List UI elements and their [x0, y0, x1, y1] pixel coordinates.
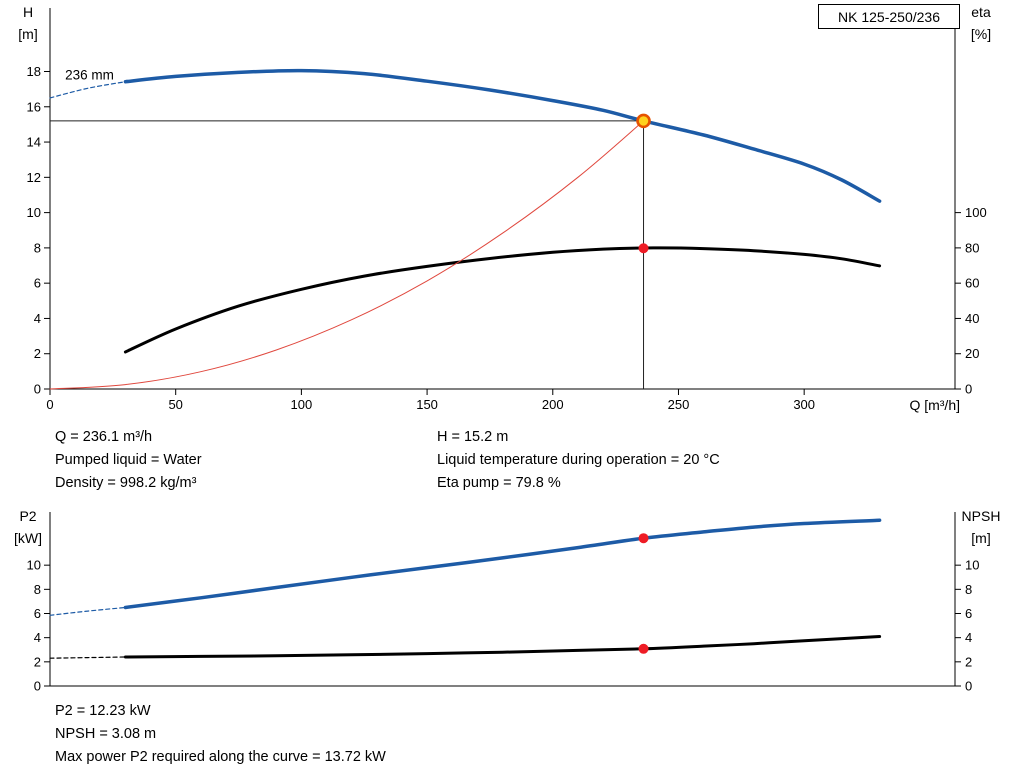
chart-text: [m] [18, 26, 37, 42]
chart-text: 10 [27, 558, 41, 573]
impeller-diameter-label: 236 mm [65, 67, 114, 82]
chart-text: 0 [34, 679, 41, 694]
result-eta-pump: Eta pump = 79.8 % [437, 475, 561, 491]
npsh-point-marker [638, 643, 649, 654]
chart-text: 300 [793, 397, 815, 412]
chart-text: 100 [965, 205, 987, 220]
chart-text: 80 [965, 240, 979, 255]
chart-text: H [23, 4, 33, 20]
chart-text: 150 [416, 397, 438, 412]
chart-text: 8 [34, 240, 41, 255]
chart-text: 2 [34, 654, 41, 669]
p2-npsh-chart: 0 2 4 6 8 10 0 2 4 6 8 10 P2 [kW] NPSH [m] [14, 508, 1000, 694]
power-results: P2 = 12.23 kW NPSH = 3.08 m Max power P2… [55, 700, 386, 769]
chart-text: 16 [27, 99, 41, 114]
chart-text: 0 [965, 382, 972, 397]
chart-text: 60 [965, 276, 979, 291]
duty-results-right: H = 15.2 m Liquid temperature during ope… [437, 426, 720, 495]
chart-text: 0 [965, 679, 972, 694]
chart-text: P2 [19, 508, 36, 524]
chart-text: 8 [965, 582, 972, 597]
pump-type-label: NK 125-250/236 [838, 8, 940, 25]
chart-text: 10 [965, 558, 979, 573]
npsh-curve [123, 635, 882, 659]
chart-text: eta [971, 4, 991, 20]
result-flow: Q = 236.1 m³/h [55, 429, 153, 445]
chart-text: [m] [971, 530, 990, 546]
eta-point-marker [638, 243, 649, 254]
chart-text: 250 [668, 397, 690, 412]
chart-text: 8 [34, 582, 41, 597]
result-pumped-liquid: Pumped liquid = Water [55, 452, 202, 468]
chart-text: 200 [542, 397, 564, 412]
result-npsh: NPSH = 3.08 m [55, 726, 157, 742]
p2-point-marker [638, 533, 649, 544]
chart-text: 18 [27, 64, 41, 79]
chart-text: 20 [965, 346, 979, 361]
chart-text: 2 [34, 346, 41, 361]
p2-curve-dashed [49, 606, 126, 616]
p2-curve [123, 518, 882, 610]
result-p2: P2 = 12.23 kW [55, 703, 151, 719]
chart-text: 4 [34, 311, 41, 326]
result-liquid-temperature: Liquid temperature during operation = 20… [437, 452, 720, 468]
chart-text: 40 [965, 311, 979, 326]
result-head: H = 15.2 m [437, 429, 509, 445]
pump-type-box: NK 125-250/236 [818, 4, 960, 29]
head-curve-dashed [49, 81, 126, 99]
chart-text: 4 [965, 630, 972, 645]
system-curve [49, 120, 644, 390]
chart-text: [kW] [14, 530, 42, 546]
chart-text: 10 [27, 205, 41, 220]
hq-eta-chart: 0 2 4 6 8 10 12 14 16 18 0 20 40 60 80 100 0 50 100 150 200 2… [18, 4, 991, 413]
chart-text: 6 [34, 606, 41, 621]
npsh-curve-dashed [49, 656, 126, 659]
chart-text: 0 [34, 382, 41, 397]
chart-text: 4 [34, 630, 41, 645]
chart-text: 12 [27, 170, 41, 185]
duty-results-left: Q = 236.1 m³/h Pumped liquid = Water Den… [55, 426, 202, 495]
chart-text: 6 [965, 606, 972, 621]
result-density: Density = 998.2 kg/m³ [55, 475, 197, 491]
chart-text: [%] [971, 26, 991, 42]
chart-text: NPSH [962, 508, 1001, 524]
chart-text: 0 [46, 397, 53, 412]
chart-text: 6 [34, 276, 41, 291]
chart-text: 14 [27, 135, 41, 150]
duty-point-marker [636, 113, 651, 129]
chart-text: 50 [168, 397, 182, 412]
chart-text: 2 [965, 654, 972, 669]
head-curve [123, 68, 882, 203]
result-max-power: Max power P2 required along the curve = … [55, 749, 386, 765]
chart-text: Q [m³/h] [909, 397, 960, 413]
chart-text: 100 [291, 397, 313, 412]
efficiency-curve [123, 246, 882, 354]
